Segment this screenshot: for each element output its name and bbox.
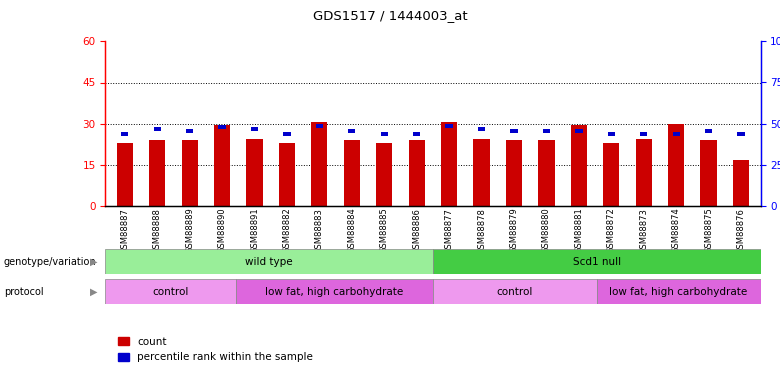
Text: control: control [497, 286, 533, 297]
Bar [105, 279, 236, 304]
Text: ▶: ▶ [90, 256, 98, 267]
Bar [149, 140, 165, 206]
Bar [672, 132, 680, 136]
Text: Scd1 null: Scd1 null [573, 256, 621, 267]
Bar [473, 139, 490, 206]
Bar [214, 125, 230, 206]
Bar [409, 140, 425, 206]
Text: low fat, high carbohydrate: low fat, high carbohydrate [265, 286, 404, 297]
Bar [105, 249, 433, 274]
Bar [543, 129, 550, 134]
Bar [413, 132, 420, 136]
Text: genotype/variation: genotype/variation [4, 256, 97, 267]
Bar [278, 143, 295, 206]
Bar [608, 132, 615, 136]
Bar [668, 124, 684, 206]
Text: ▶: ▶ [90, 286, 98, 297]
Bar [538, 140, 555, 206]
Legend: count, percentile rank within the sample: count, percentile rank within the sample [119, 337, 313, 362]
Bar [117, 143, 133, 206]
Bar [733, 159, 749, 206]
Bar [218, 125, 225, 129]
Bar [344, 140, 360, 206]
Bar [376, 143, 392, 206]
Text: GDS1517 / 1444003_at: GDS1517 / 1444003_at [313, 9, 467, 22]
Bar [705, 129, 712, 134]
Bar [737, 132, 745, 136]
Bar [433, 249, 760, 274]
Bar [510, 129, 518, 134]
Bar [283, 132, 291, 136]
Bar [636, 139, 652, 206]
Bar [154, 126, 161, 130]
Bar [478, 126, 485, 130]
Bar [182, 140, 198, 206]
Bar [445, 124, 452, 128]
Bar [640, 132, 647, 136]
Text: control: control [153, 286, 189, 297]
Bar [316, 124, 323, 128]
Bar [433, 279, 597, 304]
Text: protocol: protocol [4, 286, 44, 297]
Bar [506, 140, 522, 206]
Bar [571, 125, 587, 206]
Bar [603, 143, 619, 206]
Bar [251, 126, 258, 130]
Bar [575, 129, 583, 134]
Bar [186, 129, 193, 134]
Bar [311, 122, 328, 206]
Bar [246, 139, 263, 206]
Bar [441, 122, 457, 206]
Text: low fat, high carbohydrate: low fat, high carbohydrate [609, 286, 748, 297]
Bar [348, 129, 356, 134]
Bar [700, 140, 717, 206]
Bar [381, 132, 388, 136]
Bar [121, 132, 129, 136]
Bar [236, 279, 433, 304]
Bar [597, 279, 760, 304]
Text: wild type: wild type [245, 256, 293, 267]
